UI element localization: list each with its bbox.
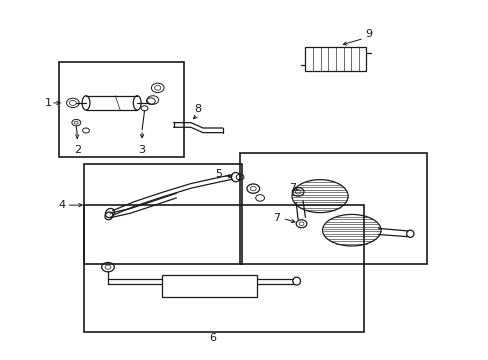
Text: 1: 1 [45, 98, 52, 108]
Text: 5: 5 [215, 168, 222, 179]
Text: 6: 6 [209, 333, 216, 343]
Text: 7: 7 [288, 183, 295, 193]
Text: 3: 3 [138, 144, 145, 154]
Bar [305, 47, 366, 71]
Text: 7: 7 [272, 213, 279, 223]
Text: 4: 4 [58, 200, 65, 210]
Text: 2: 2 [74, 144, 81, 154]
Bar [59, 62, 183, 157]
Text: 8: 8 [194, 104, 201, 114]
Bar [83, 205, 363, 332]
Bar [239, 153, 427, 264]
Bar [83, 164, 242, 264]
Text: 9: 9 [365, 29, 372, 39]
Bar [161, 275, 256, 297]
